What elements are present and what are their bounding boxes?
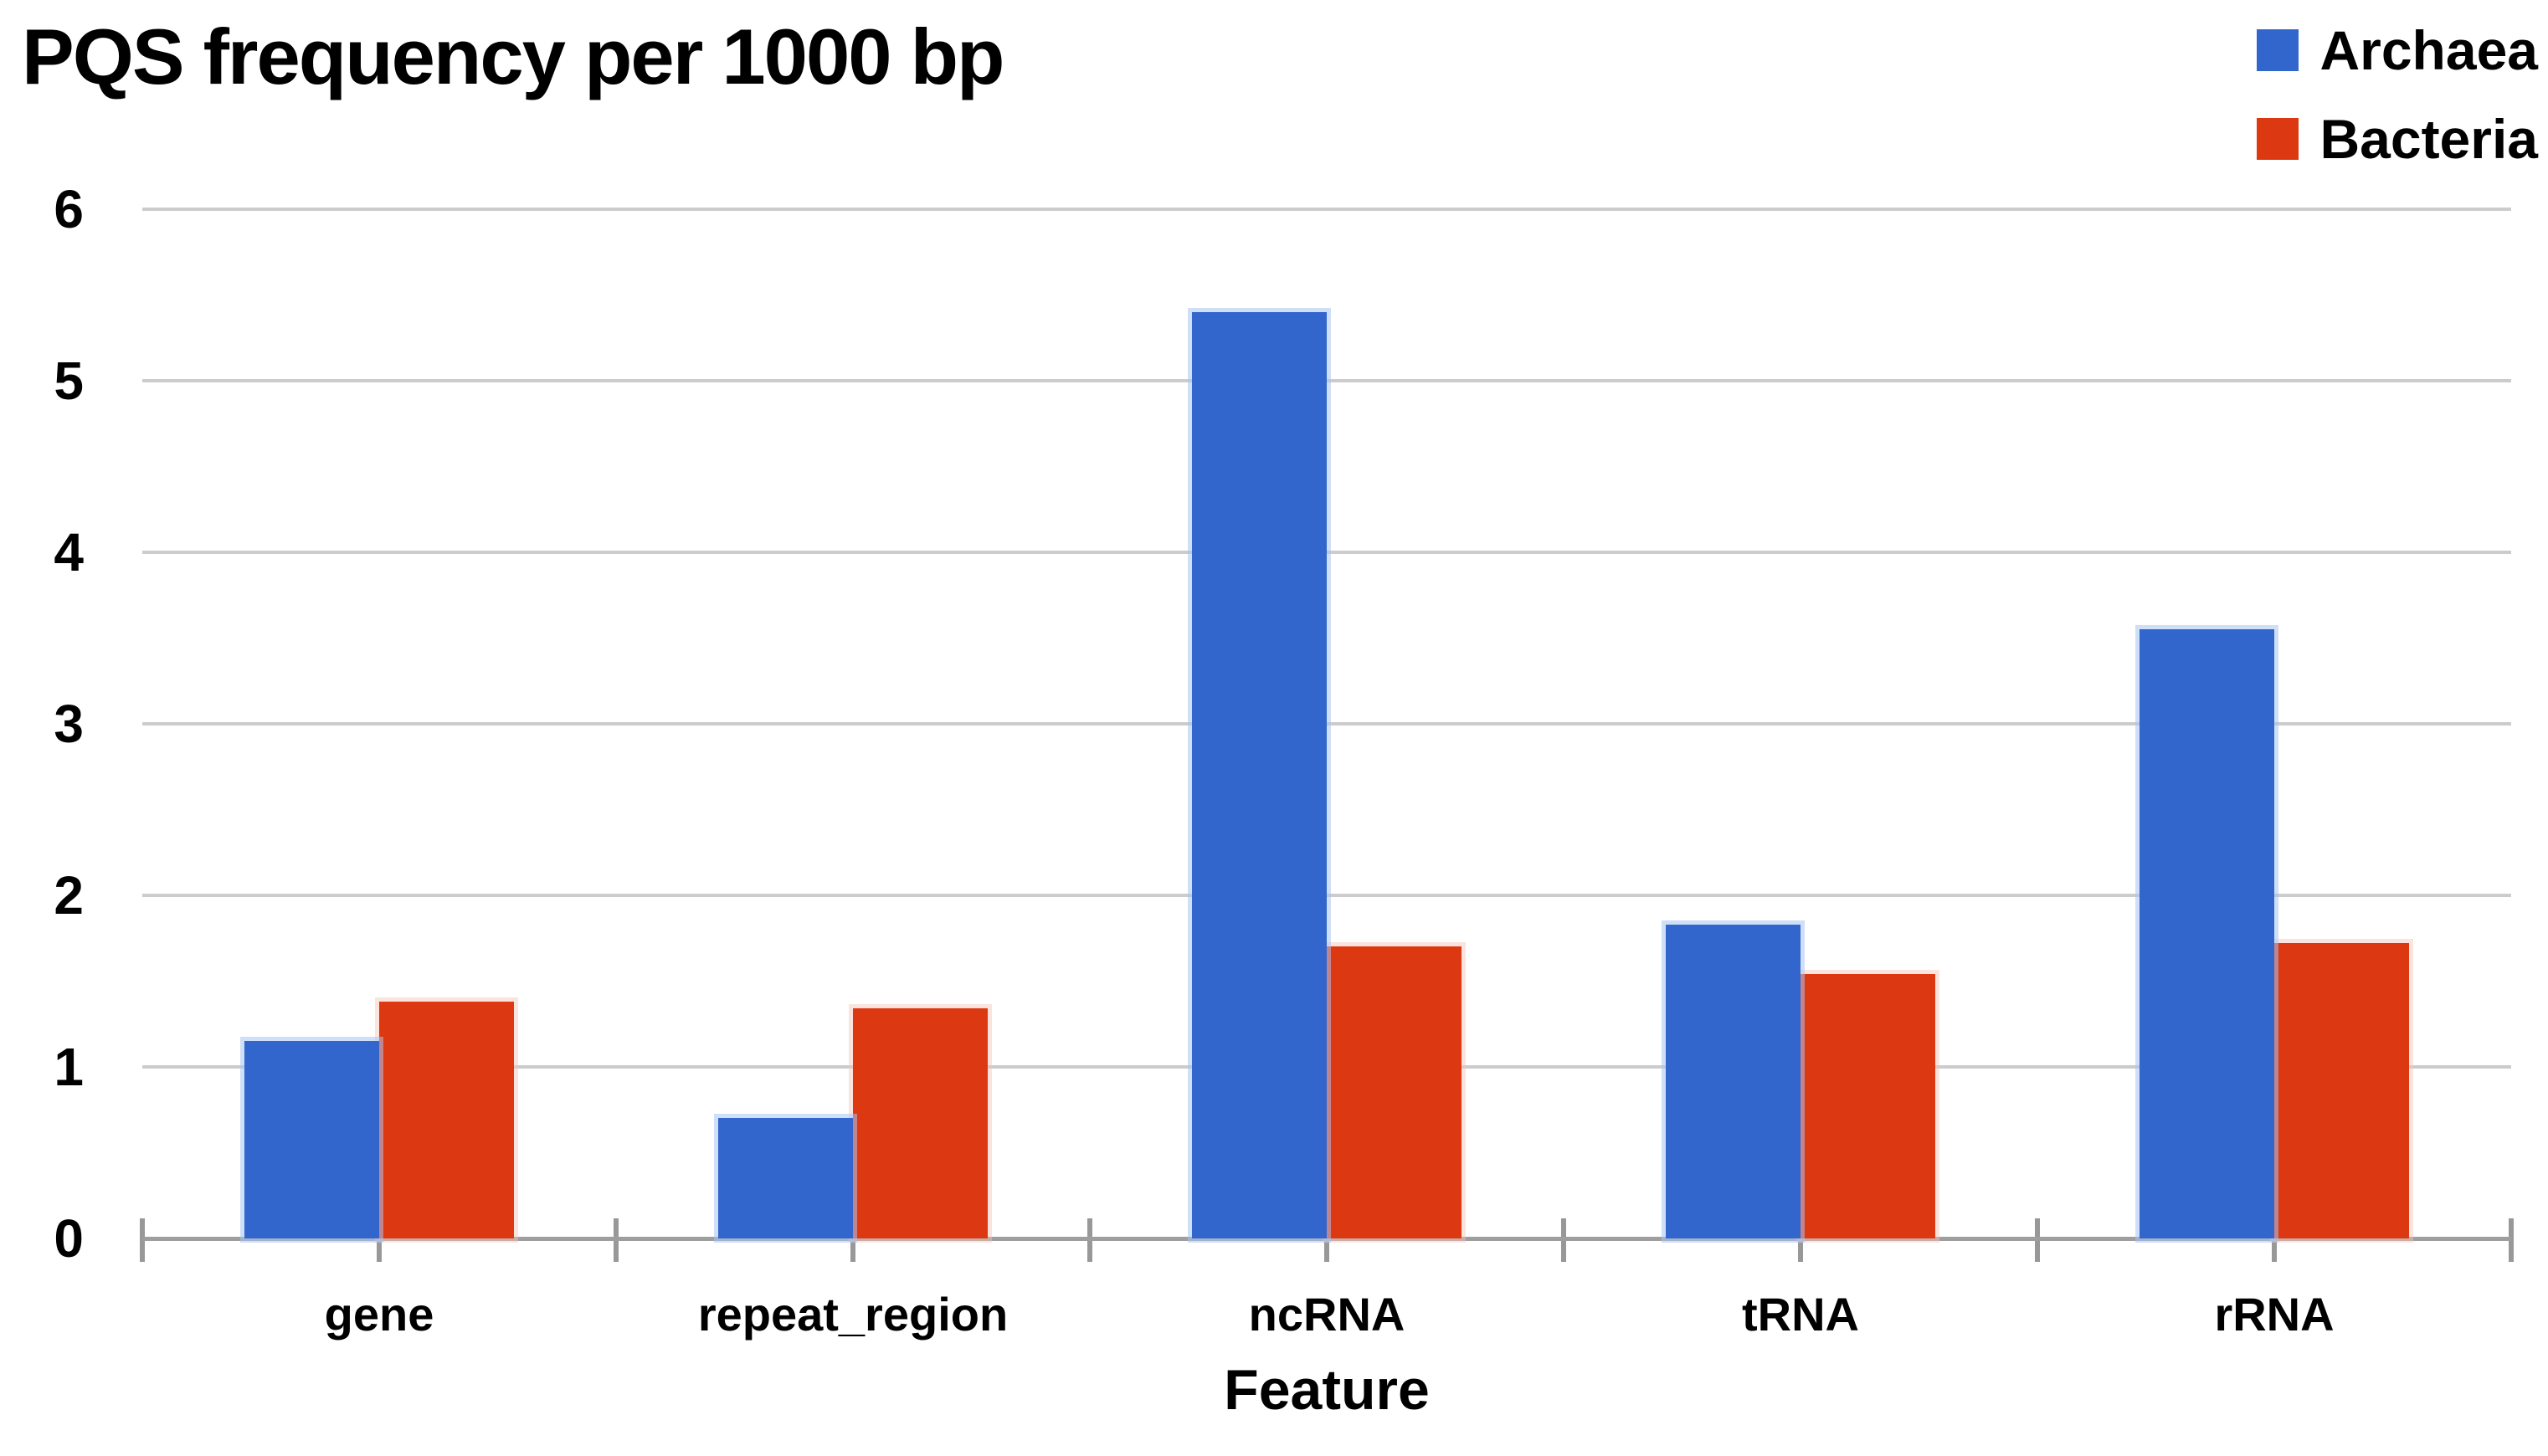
legend-swatch-bacteria [2256, 118, 2299, 160]
x-axis-title: Feature [1224, 1358, 1430, 1422]
x-category-label-repeat_region: repeat_region [697, 1288, 1009, 1341]
legend: Archaea Bacteria [2256, 18, 2539, 171]
legend-item-archaea: Archaea [2256, 18, 2539, 82]
bar-bacteria-trna [1801, 974, 1935, 1238]
y-axis-tick-label-4: 4 [54, 522, 84, 582]
legend-item-bacteria: Bacteria [2256, 107, 2539, 171]
y-axis-tick-label-2: 2 [54, 865, 84, 925]
x-category-label-ncrna: ncRNA [1248, 1288, 1405, 1341]
gridline-2 [142, 894, 2511, 897]
y-axis-tick-label-0: 0 [54, 1208, 84, 1269]
bar-archaea-trna [1666, 925, 1801, 1238]
x-axis-tick [2509, 1218, 2514, 1262]
gridline-6 [142, 208, 2511, 211]
legend-label-bacteria: Bacteria [2319, 108, 2539, 170]
bar-archaea-ncrna [1192, 312, 1327, 1238]
x-category-label-rrna: rRNA [2214, 1288, 2335, 1341]
y-axis-tick-label-6: 6 [54, 179, 84, 239]
y-axis-tick-label-3: 3 [54, 694, 84, 754]
legend-swatch-archaea [2256, 29, 2299, 71]
x-category-label-gene: gene [324, 1288, 434, 1341]
y-axis-tick-label-1: 1 [54, 1037, 84, 1097]
bar-bacteria-gene [379, 1002, 514, 1238]
chart-title: PQS frequency per 1000 bp [22, 13, 1004, 100]
bar-archaea-rrna [2140, 629, 2274, 1238]
bar-bacteria-ncrna [1327, 946, 1462, 1238]
gridline-5 [142, 379, 2511, 382]
bar-bacteria-rrna [2274, 943, 2409, 1238]
y-axis-tick-label-5: 5 [54, 351, 84, 411]
gridline-3 [142, 722, 2511, 725]
bar-bacteria-repeat_region [853, 1008, 988, 1238]
bar-archaea-repeat_region [718, 1118, 853, 1238]
x-category-label-trna: tRNA [1742, 1288, 1859, 1341]
x-axis-line [142, 1237, 2511, 1241]
bar-archaea-gene [244, 1041, 379, 1238]
gridline-4 [142, 551, 2511, 554]
legend-label-archaea: Archaea [2319, 19, 2539, 81]
